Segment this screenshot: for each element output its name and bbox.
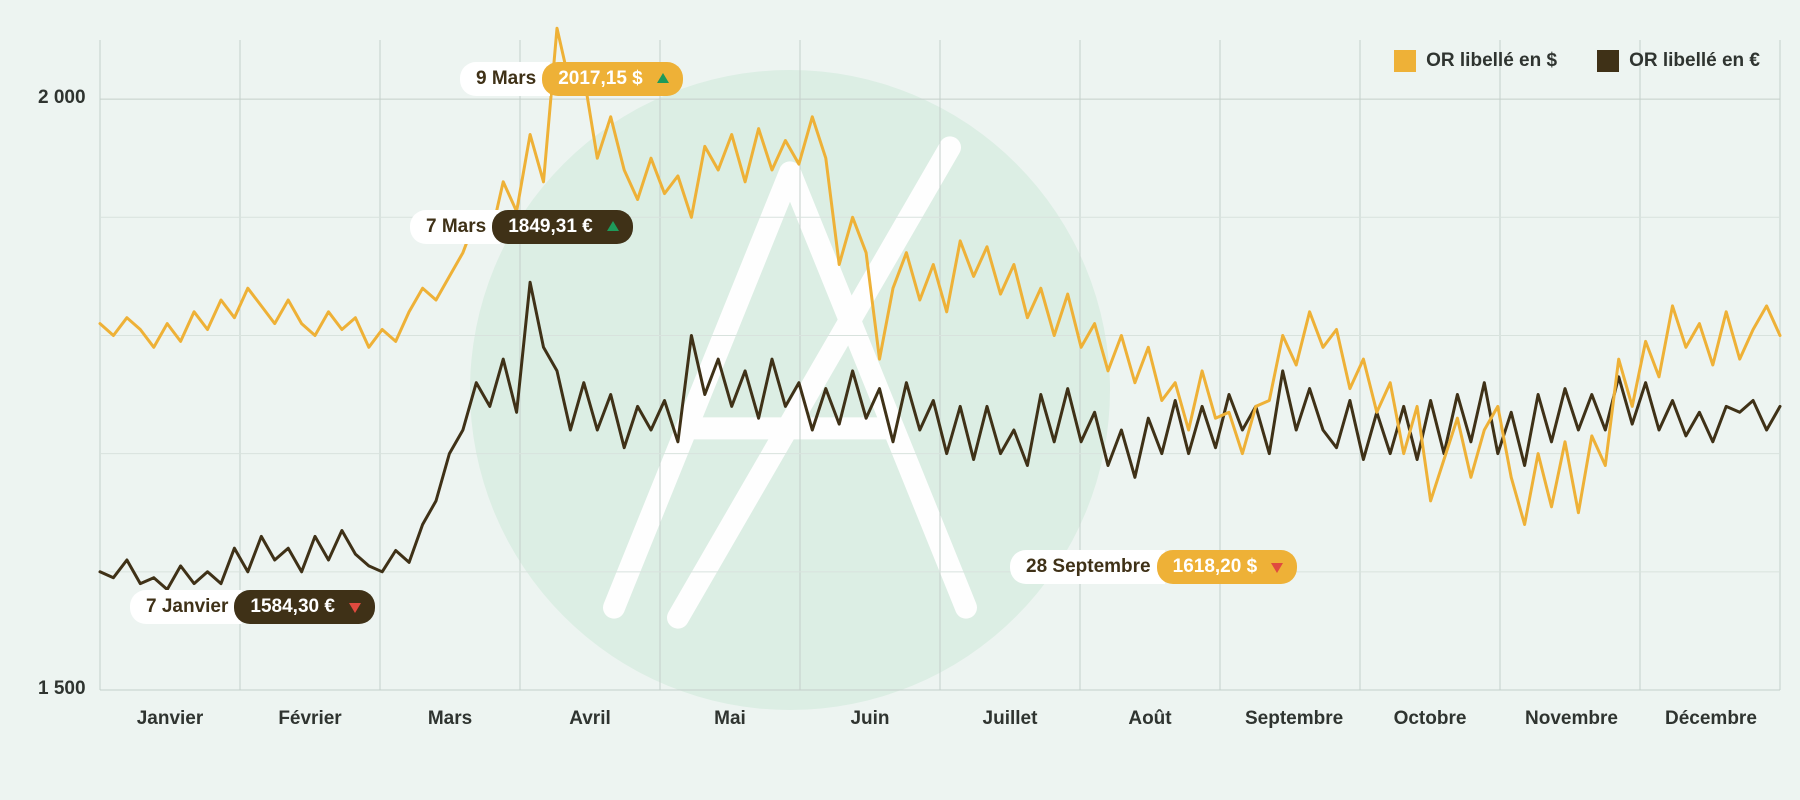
x-month-label: Septembre xyxy=(1245,708,1335,730)
annotation-value: 2017,15 $ xyxy=(542,62,683,96)
annotation-a1: 9 Mars2017,15 $ xyxy=(460,62,683,96)
legend-item-usd: OR libellé en $ xyxy=(1394,50,1557,72)
annotation-date: 7 Janvier xyxy=(130,590,242,624)
annotation-a4: 7 Janvier1584,30 € xyxy=(130,590,375,624)
annotation-value: 1849,31 € xyxy=(492,210,633,244)
legend-label-eur: OR libellé en € xyxy=(1629,50,1760,72)
x-month-label: Mai xyxy=(685,708,775,730)
x-month-label: Novembre xyxy=(1525,708,1615,730)
x-month-label: Mars xyxy=(405,708,495,730)
x-month-label: Avril xyxy=(545,708,635,730)
annotation-a3: 28 Septembre1618,20 $ xyxy=(1010,550,1297,584)
x-month-label: Juillet xyxy=(965,708,1055,730)
y-tick-label: 2 000 xyxy=(38,87,86,109)
annotation-value: 1584,30 € xyxy=(234,590,375,624)
legend-item-eur: OR libellé en € xyxy=(1597,50,1760,72)
arrow-down-icon xyxy=(1269,559,1285,575)
x-month-label: Février xyxy=(265,708,355,730)
x-month-label: Octobre xyxy=(1385,708,1475,730)
annotation-value: 1618,20 $ xyxy=(1157,550,1298,584)
x-month-label: Janvier xyxy=(125,708,215,730)
annotation-date: 9 Mars xyxy=(460,62,550,96)
annotation-date: 28 Septembre xyxy=(1010,550,1165,584)
arrow-down-icon xyxy=(347,599,363,615)
arrow-up-icon xyxy=(605,219,621,235)
annotation-date: 7 Mars xyxy=(410,210,500,244)
legend-swatch-eur xyxy=(1597,50,1619,72)
legend-swatch-usd xyxy=(1394,50,1416,72)
arrow-up-icon xyxy=(655,71,671,87)
chart-svg xyxy=(0,0,1800,800)
y-tick-label: 1 500 xyxy=(38,678,86,700)
legend-label-usd: OR libellé en $ xyxy=(1426,50,1557,72)
legend: OR libellé en $ OR libellé en € xyxy=(1394,50,1760,72)
x-month-label: Décembre xyxy=(1665,708,1755,730)
x-month-label: Juin xyxy=(825,708,915,730)
gold-price-chart: OR libellé en $ OR libellé en € 1 500 2 0… xyxy=(0,0,1800,800)
annotation-a2: 7 Mars1849,31 € xyxy=(410,210,633,244)
x-month-label: Août xyxy=(1105,708,1195,730)
